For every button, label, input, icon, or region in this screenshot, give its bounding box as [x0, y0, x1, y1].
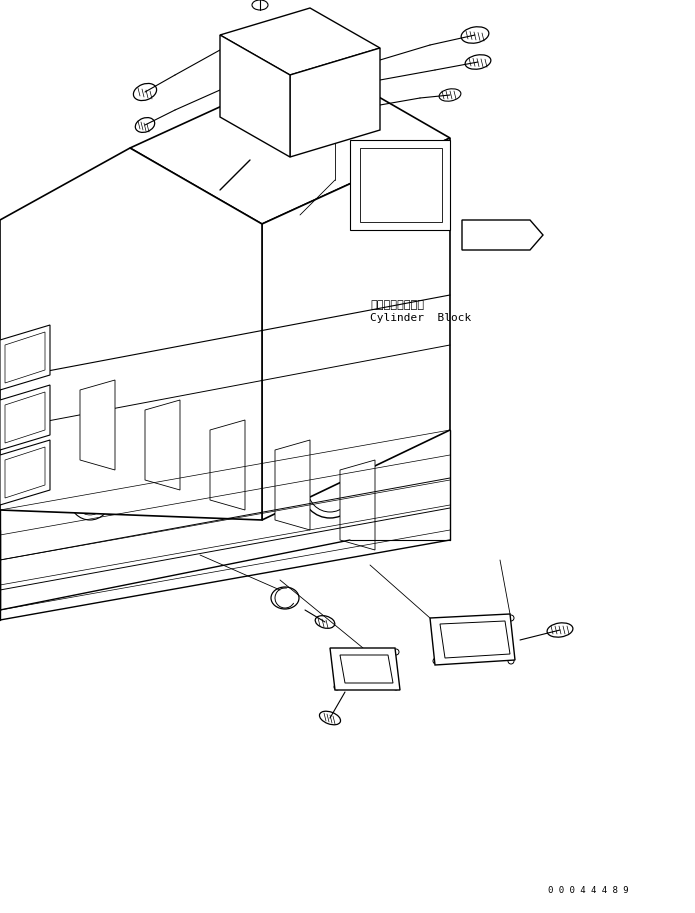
Polygon shape — [130, 62, 450, 224]
Text: シリンダブロック: シリンダブロック — [370, 300, 424, 310]
Polygon shape — [220, 8, 380, 75]
Polygon shape — [5, 332, 45, 383]
Polygon shape — [210, 420, 245, 510]
Polygon shape — [462, 220, 543, 250]
Polygon shape — [0, 325, 50, 390]
Polygon shape — [0, 385, 50, 450]
Polygon shape — [340, 460, 375, 550]
Polygon shape — [220, 35, 290, 157]
Polygon shape — [145, 400, 180, 490]
Polygon shape — [340, 655, 393, 683]
Text: FWD: FWD — [474, 235, 499, 249]
Polygon shape — [290, 48, 380, 157]
Polygon shape — [262, 138, 450, 520]
Polygon shape — [0, 148, 262, 520]
Polygon shape — [350, 140, 450, 230]
Polygon shape — [430, 614, 515, 665]
Polygon shape — [5, 392, 45, 443]
Polygon shape — [275, 440, 310, 530]
Polygon shape — [0, 440, 50, 505]
Polygon shape — [440, 621, 510, 658]
Text: Cylinder  Block: Cylinder Block — [370, 313, 471, 323]
Text: 0 0 0 4 4 4 8 9: 0 0 0 4 4 4 8 9 — [548, 886, 628, 895]
Polygon shape — [360, 148, 442, 222]
Polygon shape — [330, 648, 400, 690]
Polygon shape — [5, 447, 45, 498]
Polygon shape — [80, 380, 115, 470]
